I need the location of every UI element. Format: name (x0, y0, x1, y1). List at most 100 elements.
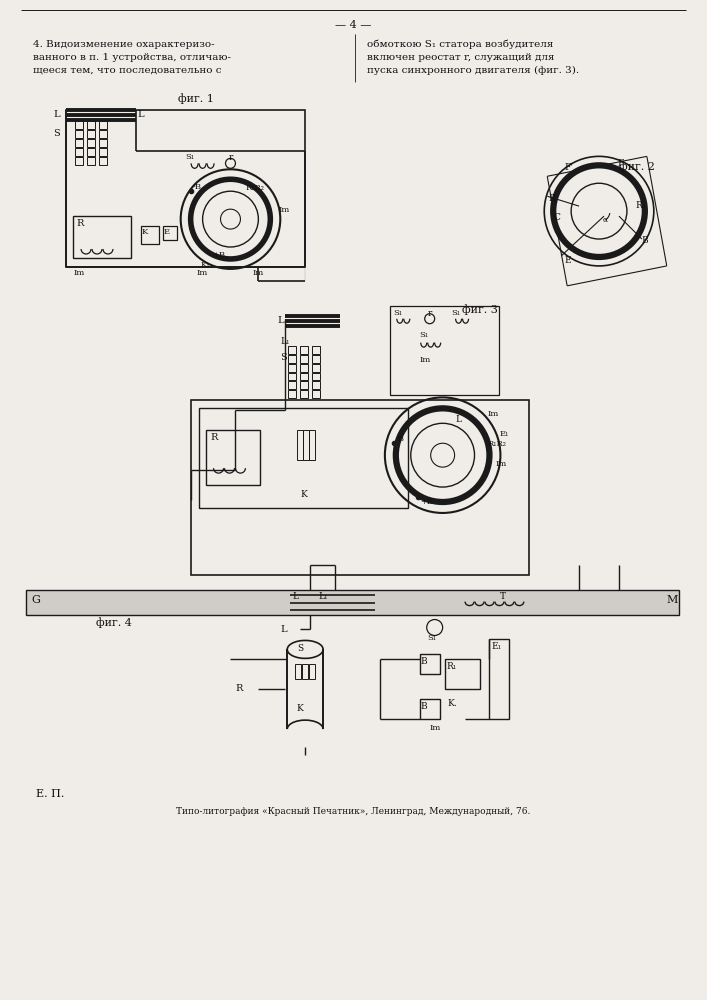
Bar (300, 390, 308, 398)
Text: F': F' (564, 163, 573, 172)
Text: F: F (617, 159, 624, 168)
Text: E: E (564, 256, 571, 265)
Text: S₁: S₁ (428, 634, 437, 642)
Text: L₁: L₁ (280, 337, 290, 346)
Text: Im: Im (73, 269, 84, 277)
Text: B: B (642, 236, 648, 245)
Text: -B: -B (396, 435, 405, 443)
Text: C: C (553, 213, 560, 222)
Bar (87, 139, 95, 147)
Bar (288, 390, 296, 398)
Text: фиг. 3: фиг. 3 (462, 304, 498, 315)
Text: L: L (455, 415, 462, 424)
Text: S₁: S₁ (452, 309, 461, 317)
Bar (309, 664, 315, 679)
Text: T: T (499, 592, 506, 601)
Bar (309, 430, 315, 460)
Text: Im: Im (430, 724, 441, 732)
Text: L: L (292, 592, 298, 601)
Text: B: B (421, 657, 427, 666)
Bar (99, 130, 107, 138)
Bar (288, 373, 296, 380)
Bar (75, 148, 83, 156)
Bar (300, 381, 308, 389)
Bar (489, 639, 509, 719)
Text: Im: Im (197, 269, 208, 277)
Text: Im: Im (252, 269, 264, 277)
Text: α: α (603, 216, 608, 224)
Bar (312, 355, 320, 363)
Text: R: R (76, 219, 83, 228)
Bar (300, 364, 308, 372)
Bar (445, 659, 479, 689)
Text: +B: +B (213, 251, 226, 259)
Bar (312, 373, 320, 380)
Bar (87, 121, 95, 129)
Text: ванного в п. 1 устройства, отличаю-: ванного в п. 1 устройства, отличаю- (33, 53, 231, 62)
Bar (390, 306, 499, 395)
Text: B: B (421, 702, 427, 711)
Text: L: L (280, 625, 287, 634)
Text: Е. П.: Е. П. (36, 789, 64, 799)
Bar (73, 216, 131, 258)
Bar (297, 430, 303, 460)
Text: -B: -B (192, 183, 201, 191)
Bar (163, 226, 177, 240)
Bar (300, 355, 308, 363)
Text: L: L (277, 316, 284, 325)
Text: S₁: S₁ (393, 309, 402, 317)
Bar (141, 226, 159, 244)
Bar (300, 373, 308, 380)
Text: K₁: K₁ (201, 261, 210, 269)
Bar (206, 430, 260, 485)
Text: L: L (138, 110, 144, 119)
Text: E₁: E₁ (491, 642, 501, 651)
Text: Im: Im (496, 460, 507, 468)
Text: K: K (300, 490, 307, 499)
Text: S: S (297, 644, 303, 653)
Bar (87, 148, 95, 156)
Text: фиг. 4: фиг. 4 (96, 618, 132, 628)
Text: обмоткою S₁ статора возбудителя: обмоткою S₁ статора возбудителя (367, 40, 554, 49)
Bar (75, 157, 83, 165)
Bar (75, 121, 83, 129)
Text: S₁: S₁ (186, 153, 195, 161)
Bar (99, 139, 107, 147)
Text: Im: Im (420, 356, 431, 364)
Text: — 4 —: — 4 — (335, 20, 371, 30)
Bar (75, 139, 83, 147)
Bar (26, 590, 679, 615)
Bar (312, 390, 320, 398)
Text: B: B (548, 194, 555, 203)
Bar (312, 364, 320, 372)
Bar (191, 400, 530, 575)
Text: пуска синхронного двигателя (фиг. 3).: пуска синхронного двигателя (фиг. 3). (367, 66, 579, 75)
Text: r: r (428, 309, 432, 318)
Bar (99, 121, 107, 129)
Text: R₁: R₁ (447, 662, 457, 671)
Text: E₁: E₁ (499, 430, 509, 438)
Text: K: K (297, 704, 303, 713)
Bar (288, 381, 296, 389)
Text: включен реостат r, служащий для: включен реостат r, служащий для (367, 53, 554, 62)
Text: R: R (211, 433, 218, 442)
Text: Im: Im (279, 206, 290, 214)
Text: R₁R₂: R₁R₂ (245, 184, 264, 192)
Bar (288, 346, 296, 354)
Text: G: G (31, 595, 40, 605)
Bar (302, 664, 308, 679)
Bar (300, 346, 308, 354)
Bar (296, 664, 301, 679)
Text: E: E (164, 228, 170, 236)
Bar (75, 130, 83, 138)
Bar (99, 148, 107, 156)
Text: фиг. 1: фиг. 1 (177, 94, 214, 104)
Bar (420, 654, 440, 674)
Bar (199, 408, 408, 508)
Text: R₁R₂: R₁R₂ (487, 440, 506, 448)
Text: R: R (235, 684, 243, 693)
Text: r: r (228, 153, 233, 162)
Text: Rₑ: Rₑ (636, 201, 646, 210)
Bar (288, 355, 296, 363)
Text: S: S (280, 353, 287, 362)
